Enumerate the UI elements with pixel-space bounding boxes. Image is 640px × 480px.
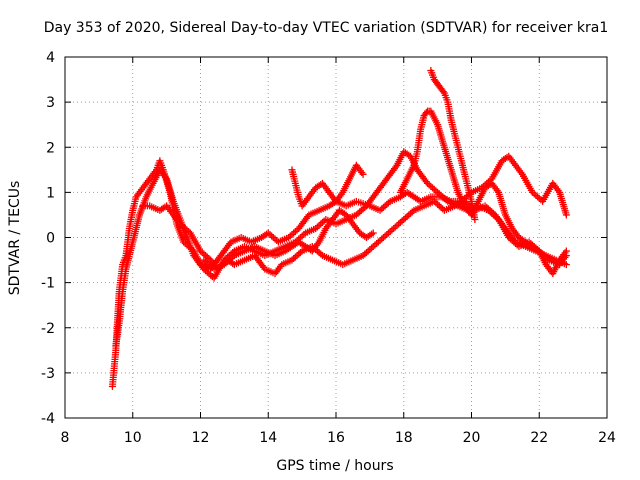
- series-track-e: [288, 161, 367, 210]
- y-tick-label: -4: [41, 411, 55, 427]
- x-tick-label: 14: [259, 430, 277, 446]
- y-tick-label: 1: [46, 185, 55, 201]
- data-point: [369, 229, 377, 237]
- y-axis-label: SDTVAR / TECUs: [7, 181, 23, 296]
- x-tick-label: 18: [395, 430, 413, 446]
- series-track-f: [427, 67, 479, 223]
- series-track-c: [139, 197, 570, 278]
- x-tick-label: 22: [530, 430, 548, 446]
- x-tick-label: 16: [327, 430, 345, 446]
- x-tick-label: 12: [192, 430, 210, 446]
- x-tick-label: 20: [463, 430, 481, 446]
- series-track-d: [200, 206, 377, 273]
- y-tick-label: 3: [46, 95, 55, 111]
- x-tick-label: 24: [598, 430, 616, 446]
- series-track-a: [108, 152, 570, 390]
- data-point: [562, 247, 570, 255]
- data-point: [439, 88, 447, 96]
- y-tick-label: 2: [46, 140, 55, 156]
- grid-lines: [65, 57, 607, 418]
- data-point: [562, 261, 570, 269]
- series-track-b: [112, 148, 570, 350]
- x-axis-label: GPS time / hours: [276, 458, 393, 474]
- y-tick-label: 0: [46, 231, 55, 247]
- data-point: [471, 215, 479, 223]
- data-point: [359, 170, 367, 178]
- y-tick-label: -1: [41, 276, 55, 292]
- x-tick-label: 8: [61, 430, 70, 446]
- y-tick-label: -2: [41, 321, 55, 337]
- chart-title: Day 353 of 2020, Sidereal Day-to-day VTE…: [44, 20, 609, 36]
- data-points: [108, 67, 570, 390]
- data-point: [562, 211, 570, 219]
- x-tick-label: 10: [124, 430, 142, 446]
- y-tick-label: 4: [46, 50, 55, 66]
- series-track-g: [396, 107, 570, 278]
- y-tick-label: -3: [41, 366, 55, 382]
